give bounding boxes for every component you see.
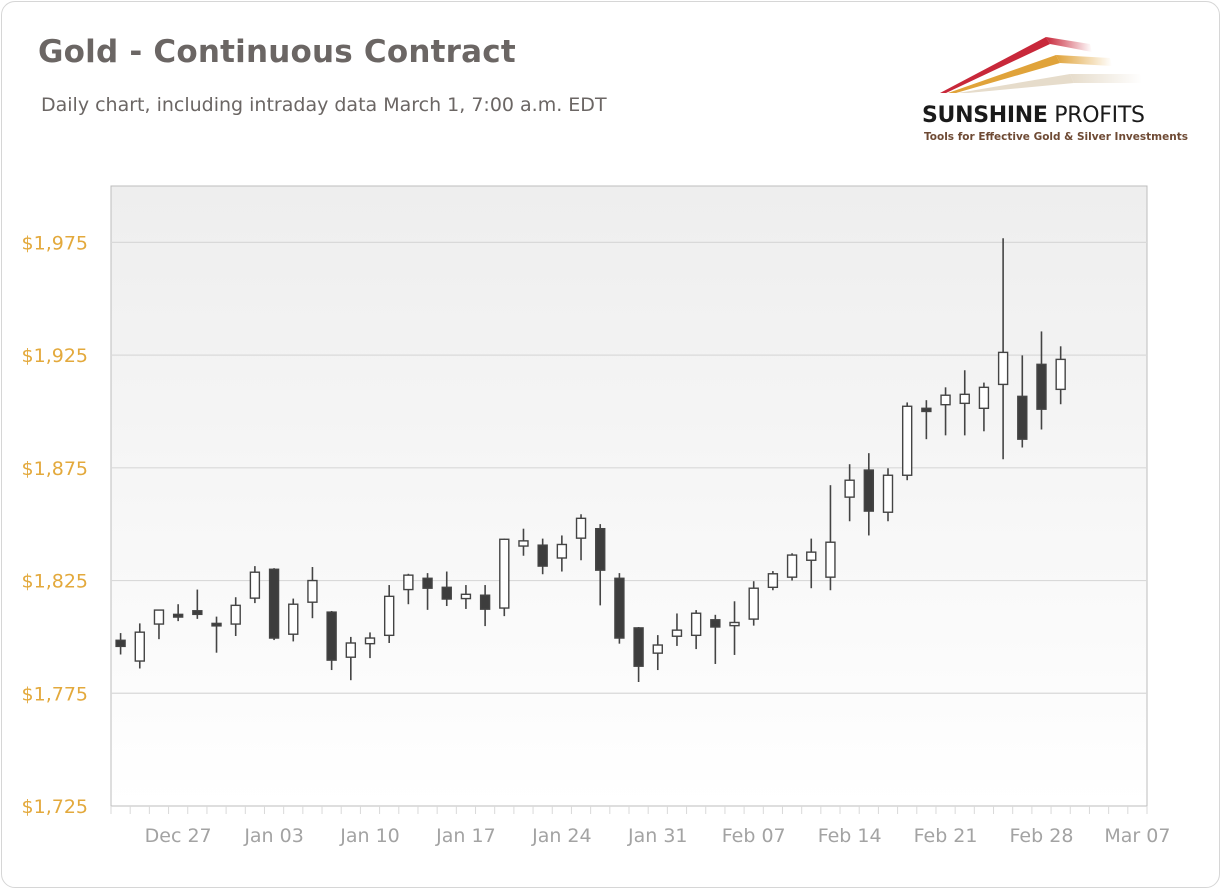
candle xyxy=(671,613,683,646)
x-tick-label: Jan 24 xyxy=(531,825,592,847)
x-tick-label: Jan 10 xyxy=(339,825,400,847)
x-tick-label: Feb 14 xyxy=(818,825,882,847)
x-tick-label: Feb 07 xyxy=(722,825,786,847)
candle xyxy=(690,610,702,650)
candle xyxy=(422,573,433,610)
candle xyxy=(460,585,472,609)
candle xyxy=(345,636,357,681)
y-tick-label: $1,775 xyxy=(22,683,88,705)
candle xyxy=(499,538,510,617)
plot-area xyxy=(110,185,1148,807)
candle xyxy=(921,400,932,440)
candle xyxy=(556,535,568,572)
candle xyxy=(997,238,1009,460)
chart-subtitle: Daily chart, including intraday data Mar… xyxy=(41,94,607,116)
gridlines xyxy=(111,241,1147,694)
x-tick-label: Mar 07 xyxy=(1104,825,1170,847)
candle xyxy=(901,402,913,481)
candle xyxy=(767,571,779,591)
y-tick-label: $1,725 xyxy=(22,796,88,818)
candle xyxy=(153,609,165,640)
candle xyxy=(1036,331,1047,430)
candle xyxy=(748,581,759,626)
candle xyxy=(806,538,817,589)
candle xyxy=(537,538,548,575)
logo-brand-text: SUNSHINE PROFITS xyxy=(922,103,1145,128)
y-tick-label: $1,825 xyxy=(22,571,88,593)
x-tick-label: Jan 17 xyxy=(435,825,496,847)
chart-title: Gold - Continuous Contract xyxy=(38,34,516,70)
candle xyxy=(211,616,222,653)
candle xyxy=(192,589,203,619)
candle xyxy=(863,453,875,536)
x-tick-label: Feb 28 xyxy=(1010,825,1074,847)
candle xyxy=(614,573,625,644)
candle xyxy=(441,571,452,607)
candle xyxy=(729,601,740,655)
candles xyxy=(115,238,1066,682)
candle xyxy=(633,626,644,682)
x-axis: Dec 27 Jan 03 Jan 10 Jan 17 Jan 24 Jan 31 Feb … xyxy=(110,805,1170,847)
candle xyxy=(518,528,529,556)
candle xyxy=(1017,355,1028,448)
logo-stripes-icon xyxy=(940,37,1142,93)
candle xyxy=(230,597,241,637)
y-axis: $1,725 $1,775 $1,825 $1,875 $1,925 $1,975 xyxy=(22,232,88,818)
candle xyxy=(134,623,145,669)
candle xyxy=(364,632,376,659)
candle xyxy=(882,468,894,522)
y-tick-label: $1,875 xyxy=(22,458,88,480)
candle xyxy=(978,382,990,432)
x-tick-label: Dec 27 xyxy=(145,825,212,847)
candle xyxy=(652,635,663,671)
candle xyxy=(479,585,491,627)
candle xyxy=(940,387,951,436)
candle xyxy=(288,598,299,642)
candle xyxy=(307,567,318,619)
x-tick-label: Feb 21 xyxy=(914,825,978,847)
candle xyxy=(115,633,126,655)
candle xyxy=(172,604,184,622)
candle xyxy=(786,553,798,581)
candle xyxy=(575,514,587,561)
candle xyxy=(959,370,970,436)
candle xyxy=(825,485,836,591)
candle xyxy=(403,573,414,605)
candle xyxy=(249,566,261,604)
sunshine-profits-logo: SUNSHINE PROFITS Tools for Effective Gol… xyxy=(910,30,1200,165)
y-tick-label: $1,925 xyxy=(22,345,88,367)
logo-tagline: Tools for Effective Gold & Silver Invest… xyxy=(924,131,1188,143)
candle xyxy=(268,568,280,641)
x-tick-label: Jan 03 xyxy=(243,825,304,847)
candle xyxy=(595,524,606,606)
candle xyxy=(383,585,395,643)
candle xyxy=(1055,346,1066,405)
candle xyxy=(710,614,721,664)
x-tick-label: Jan 31 xyxy=(627,825,688,847)
y-tick-label: $1,975 xyxy=(22,232,88,254)
candle xyxy=(326,610,337,671)
candle xyxy=(844,464,855,522)
